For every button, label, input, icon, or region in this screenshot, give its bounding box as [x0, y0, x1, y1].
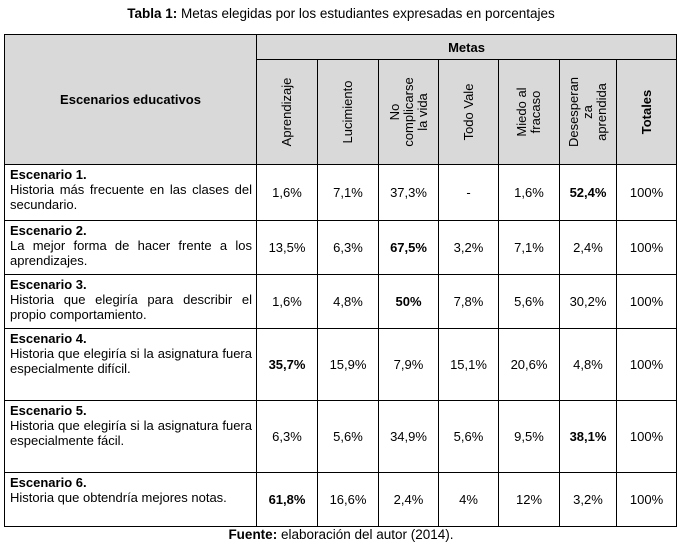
value-cell: 34,9% — [378, 400, 439, 473]
value-cell: 61,8% — [256, 472, 318, 527]
value-cell: 7,1% — [317, 164, 379, 221]
scenario-title: Escenario 1. — [10, 167, 87, 182]
value-cell: 4% — [438, 472, 499, 527]
column-header: Lucimiento — [340, 80, 355, 144]
value-cell: 30,2% — [559, 274, 617, 329]
value-cell: 6,3% — [317, 220, 379, 275]
value-cell: 5,6% — [438, 400, 499, 473]
column-header: Desesperan za aprendida — [566, 76, 609, 148]
column-header: No complicarse la vida — [386, 77, 430, 147]
row-header: Escenarios educativos — [4, 34, 257, 165]
scenario-cell: Escenario 4. Historia que elegiría si la … — [4, 328, 257, 401]
value-cell: 4,8% — [317, 274, 379, 329]
value-cell: 5,6% — [498, 274, 560, 329]
scenario-cell: Escenario 1. Historia más frecuente en la… — [4, 164, 257, 221]
value-cell: 13,5% — [256, 220, 318, 275]
table-row: Escenario 3. Historia que elegiría para d… — [4, 274, 678, 329]
value-cell: 9,5% — [498, 400, 560, 473]
scenario-description: La mejor forma de hacer frente a los apr… — [10, 238, 252, 268]
scenario-description: Historia que elegiría si la asignatura f… — [10, 346, 252, 376]
value-cell: 100% — [615, 164, 678, 221]
scenario-description: Historia que obtendría mejores notas. — [10, 490, 227, 505]
value-cell: 2,4% — [559, 220, 617, 275]
value-cell: 100% — [615, 328, 678, 401]
value-cell: 2,4% — [378, 472, 439, 527]
value-cell: 7,1% — [498, 220, 560, 275]
scenario-title: Escenario 4. — [10, 331, 87, 346]
value-cell: 67,5% — [378, 220, 439, 275]
table-row: Escenario 2. La mejor forma de hacer fren… — [4, 220, 678, 275]
value-cell: 15,9% — [317, 328, 379, 401]
value-cell: 15,1% — [438, 328, 499, 401]
value-cell: 38,1% — [559, 400, 617, 473]
scenario-cell: Escenario 2. La mejor forma de hacer fren… — [4, 220, 257, 275]
scenario-title: Escenario 2. — [10, 223, 87, 238]
table-row: Escenario 1. Historia más frecuente en la… — [4, 164, 678, 221]
caption-prefix: Tabla 1: — [127, 6, 178, 21]
value-cell: 1,6% — [256, 274, 318, 329]
scenario-cell: Escenario 6. Historia que obtendría mejor… — [4, 472, 257, 527]
value-cell: 20,6% — [498, 328, 560, 401]
caption-text: Metas elegidas por los estudiantes expre… — [177, 6, 555, 21]
value-cell: 100% — [615, 400, 678, 473]
value-cell: 37,3% — [378, 164, 439, 221]
value-cell: - — [438, 164, 499, 221]
value-cell: 50% — [378, 274, 439, 329]
value-cell: 100% — [615, 220, 678, 275]
source-prefix: Fuente: — [228, 527, 278, 542]
table-row: Escenario 4. Historia que elegiría si la … — [4, 328, 678, 401]
value-cell: 100% — [615, 472, 678, 527]
value-cell: 1,6% — [256, 164, 318, 221]
value-cell: 7,8% — [438, 274, 499, 329]
scenario-title: Escenario 3. — [10, 277, 87, 292]
value-cell: 3,2% — [559, 472, 617, 527]
scenario-cell: Escenario 5. Historia que elegiría si la … — [4, 400, 257, 473]
column-header: Todo Vale — [460, 83, 476, 141]
scenario-cell: Escenario 3. Historia que elegiría para d… — [4, 274, 257, 329]
value-cell: 6,3% — [256, 400, 318, 473]
table-source: Fuente: elaboración del autor (2014). — [0, 527, 682, 542]
column-header: Miedo al fracaso — [514, 87, 543, 137]
table-row: Escenario 5. Historia que elegiría si la … — [4, 400, 678, 473]
table-row: Escenario 6. Historia que obtendría mejor… — [4, 472, 678, 527]
value-cell: 4,8% — [559, 328, 617, 401]
scenario-description: Historia que elegiría para describir el … — [10, 292, 252, 322]
column-header: Totales — [638, 89, 654, 135]
group-header: Metas — [255, 34, 678, 60]
table-caption: Tabla 1: Metas elegidas por los estudian… — [0, 6, 682, 21]
value-cell: 7,9% — [378, 328, 439, 401]
value-cell: 52,4% — [559, 164, 617, 221]
value-cell: 35,7% — [256, 328, 318, 401]
value-cell: 12% — [498, 472, 560, 527]
source-text: elaboración del autor (2014). — [277, 527, 454, 542]
scenario-description: Historia que elegiría si la asignatura f… — [10, 418, 252, 448]
value-cell: 1,6% — [498, 164, 560, 221]
scenario-title: Escenario 5. — [10, 403, 87, 418]
value-cell: 16,6% — [317, 472, 379, 527]
value-cell: 100% — [615, 274, 678, 329]
column-header: Aprendizaje — [279, 77, 294, 147]
value-cell: 3,2% — [438, 220, 499, 275]
value-cell: 5,6% — [317, 400, 379, 473]
goals-table: Escenarios educativos Metas Aprendizaje … — [4, 34, 678, 527]
scenario-title: Escenario 6. — [10, 475, 87, 490]
scenario-description: Historia más frecuente en las clases del… — [10, 182, 252, 212]
